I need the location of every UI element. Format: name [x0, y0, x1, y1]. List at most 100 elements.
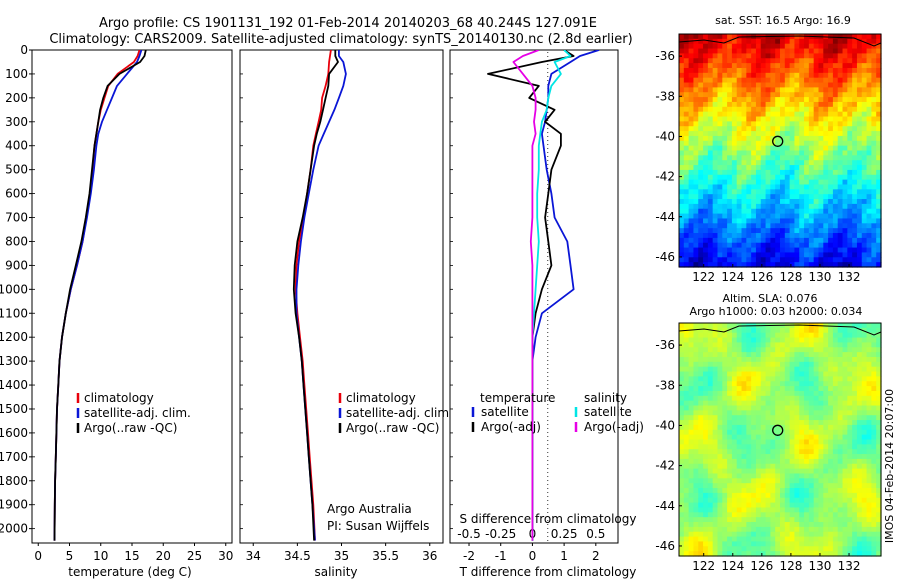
map-cell: [832, 371, 839, 377]
map-cell: [707, 420, 714, 426]
map-cell: [775, 502, 781, 509]
map-cell: [847, 223, 853, 229]
map-cell: [698, 405, 704, 411]
map-cell: [741, 126, 747, 132]
map-cell: [799, 218, 805, 224]
map-cell: [871, 87, 877, 93]
map-cell: [693, 395, 699, 402]
map-cell: [852, 82, 858, 88]
map-cell: [823, 194, 829, 200]
map-cell: [717, 58, 723, 64]
map-cell: [871, 429, 877, 436]
map-cell: [765, 43, 771, 50]
map-cell: [683, 155, 690, 161]
map-cell: [794, 400, 800, 407]
map-cell: [712, 381, 719, 387]
map-cell: [871, 507, 877, 513]
map-cell: [794, 237, 800, 244]
map-cell: [707, 395, 714, 402]
map-cell: [799, 72, 805, 79]
temperature-plot-frame: [31, 49, 233, 544]
map-cell: [727, 434, 733, 441]
map-cell: [760, 72, 767, 79]
map-cell: [832, 526, 839, 533]
map-cell: [703, 347, 709, 353]
map-cell: [842, 483, 848, 489]
map-cell: [770, 247, 776, 254]
map-cell: [722, 454, 728, 460]
map-cell: [871, 473, 877, 479]
map-cell: [703, 228, 709, 234]
map-cell: [688, 371, 695, 377]
map-cell: [794, 87, 800, 93]
map-cell: [683, 415, 690, 421]
map-cell: [818, 87, 824, 93]
map-cell: [813, 199, 820, 205]
map-cell: [698, 189, 704, 195]
map-cell: [693, 247, 699, 254]
map-cell: [736, 174, 743, 181]
map-cell: [712, 72, 719, 79]
map-cell: [852, 522, 858, 528]
map-cell: [837, 223, 844, 229]
series-line-argo-adj-: [512, 50, 540, 541]
map-cell: [837, 449, 844, 455]
map-cell: [760, 517, 767, 523]
map-cell: [755, 58, 762, 64]
map-cell: [722, 53, 728, 59]
map-cell: [789, 257, 796, 263]
map-cell: [683, 228, 690, 234]
map-cell: [770, 242, 776, 249]
map-cell: [799, 502, 805, 509]
map-cell: [717, 463, 723, 470]
map-cell: [866, 218, 872, 224]
map-cell: [866, 237, 872, 244]
map-cell: [828, 247, 834, 254]
map-cell: [832, 116, 839, 122]
map-cell: [746, 439, 752, 445]
map-cell: [784, 194, 791, 200]
map-cell: [693, 332, 699, 339]
map-cell: [866, 458, 872, 465]
map-cell: [683, 420, 690, 426]
map-cell: [693, 415, 699, 421]
map-cell: [703, 361, 709, 368]
map-cell: [760, 140, 767, 147]
map-cell: [837, 468, 844, 475]
map-cell: [707, 429, 714, 436]
lon-tick-label: 124: [721, 559, 744, 573]
map-cell: [813, 223, 820, 229]
map-cell: [871, 366, 877, 373]
map-cell: [712, 208, 719, 215]
map-cell: [789, 145, 796, 152]
map-cell: [765, 38, 771, 45]
map-cell: [731, 337, 738, 344]
map-cell: [794, 262, 800, 268]
map-cell: [679, 492, 685, 499]
map-cell: [852, 361, 858, 368]
map-cell: [876, 546, 882, 552]
map-cell: [852, 194, 858, 200]
map-cell: [736, 531, 743, 538]
map-cell: [866, 323, 872, 329]
map-cell: [693, 97, 699, 103]
map-cell: [765, 400, 771, 407]
map-cell: [837, 517, 844, 523]
map-cell: [804, 337, 810, 344]
map-cell: [717, 140, 723, 147]
map-cell: [784, 483, 791, 489]
map-cell: [693, 483, 699, 489]
map-cell: [703, 160, 709, 166]
map-cell: [789, 247, 796, 254]
map-cell: [731, 366, 738, 373]
map-cell: [693, 352, 699, 358]
map-cell: [770, 420, 776, 426]
map-cell: [832, 366, 839, 373]
map-cell: [804, 376, 810, 382]
map-cell: [693, 131, 699, 137]
map-cell: [765, 478, 771, 484]
map-cell: [847, 356, 853, 363]
map-cell: [727, 332, 733, 339]
map-cell: [794, 121, 800, 127]
lon-tick-label: 126: [750, 270, 773, 284]
